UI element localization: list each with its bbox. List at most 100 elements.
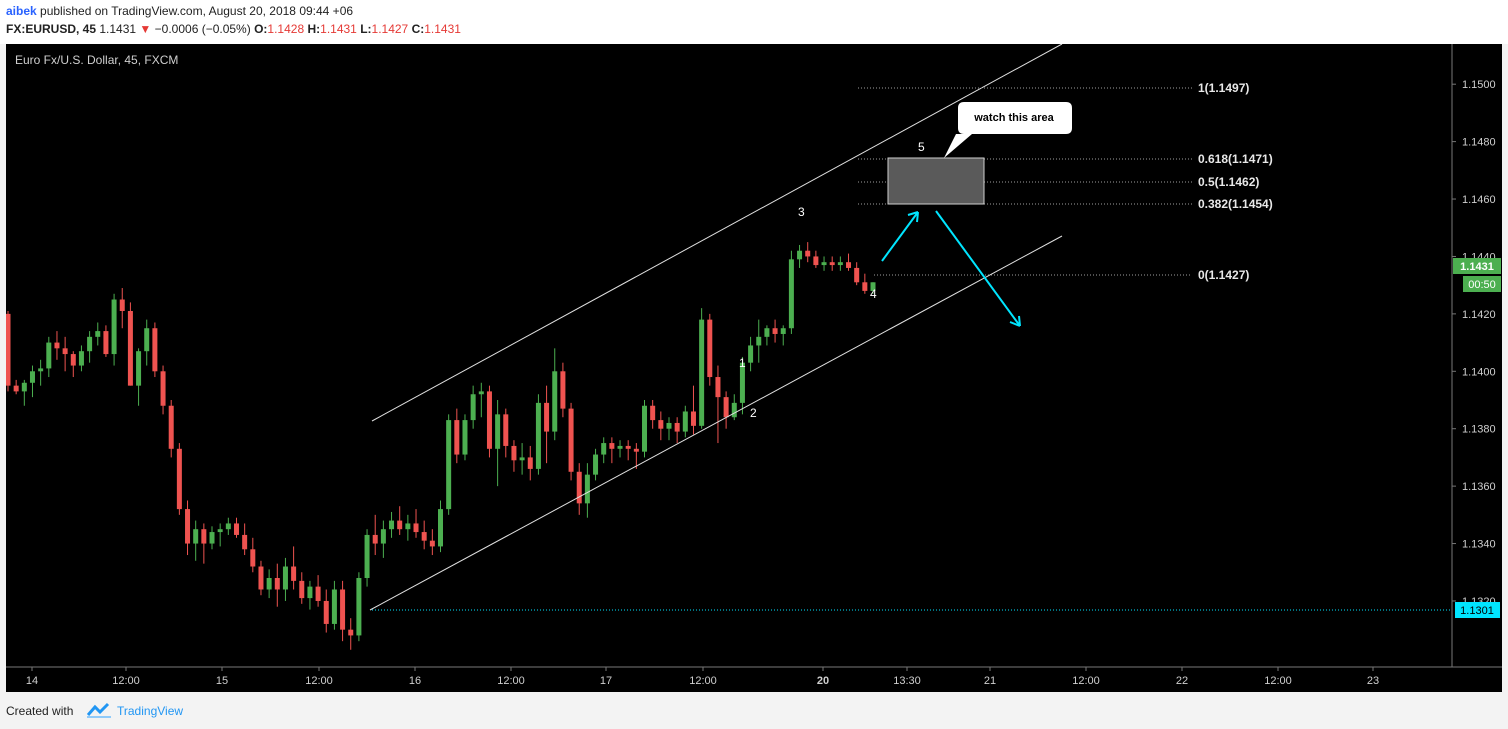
fib-level-label: 1(1.1497)	[1198, 81, 1249, 95]
candle-body	[748, 345, 754, 363]
candle-body	[103, 331, 109, 355]
candle-body	[152, 328, 158, 372]
candle-body	[250, 549, 256, 567]
candle-body	[560, 371, 566, 409]
candle-body	[258, 566, 264, 590]
candle-body	[568, 408, 574, 472]
fib-level-label: 0.618(1.1471)	[1198, 152, 1273, 166]
candle-body	[527, 457, 533, 469]
chart-canvas[interactable]: 1.13201.13401.13601.13801.14001.14201.14…	[6, 44, 1502, 692]
candle-body	[185, 509, 191, 544]
candle-body	[584, 474, 590, 504]
candle-body	[633, 448, 639, 452]
y-tick-label: 1.1340	[1462, 539, 1496, 551]
candle-body	[78, 351, 84, 366]
candle-body	[837, 262, 843, 266]
last-price: 1.1431	[99, 22, 137, 36]
candle-body	[519, 457, 525, 461]
candle-body	[168, 405, 174, 449]
low-value: 1.1427	[371, 22, 409, 36]
y-tick-label: 1.1400	[1462, 366, 1496, 378]
candle-body	[552, 371, 558, 432]
candle-body	[217, 529, 223, 533]
candle-body	[854, 267, 860, 283]
footer: Created with TradingView	[0, 692, 1508, 729]
x-tick-label: 12:00	[689, 675, 717, 687]
candle-body	[829, 262, 835, 266]
published-text: published on TradingView.com, August 20,…	[36, 4, 354, 18]
candle-body	[797, 250, 803, 260]
fib-level-label: 0.5(1.1462)	[1198, 175, 1259, 189]
close-label: C:	[411, 22, 425, 36]
candle-body	[242, 534, 248, 550]
candle-body	[788, 259, 794, 329]
candle-body	[862, 282, 868, 291]
candle-body	[690, 411, 696, 426]
candle-body	[13, 385, 19, 392]
candle-body	[46, 342, 52, 369]
candle-body	[446, 420, 452, 510]
fib-level-label: 0(1.1427)	[1198, 268, 1249, 282]
x-tick-label: 12:00	[497, 675, 525, 687]
candle-body	[225, 523, 231, 530]
wave-label: 2	[750, 406, 757, 420]
candle-body	[356, 578, 362, 636]
y-tick-label: 1.1480	[1462, 137, 1496, 149]
candle-body	[233, 523, 239, 535]
candle-body	[462, 420, 468, 455]
candle-body	[62, 348, 68, 355]
open-label: O:	[254, 22, 268, 36]
candle-body	[593, 454, 599, 475]
candle-body	[495, 414, 501, 449]
candle-body	[380, 529, 386, 544]
candle-body	[405, 523, 411, 530]
candle-body	[70, 354, 76, 366]
chart-area[interactable]: 1.1320 1.1340 1.1360 1.1380 1.1400 1.1420 1.14…	[6, 44, 1502, 692]
candle-body	[95, 331, 101, 337]
candle-body	[821, 262, 827, 266]
candle-body	[348, 629, 354, 636]
candle-body	[209, 532, 215, 544]
x-tick-label: 22	[1176, 675, 1188, 687]
candle-body	[438, 509, 443, 547]
candle-body	[111, 299, 117, 355]
candle-body	[625, 445, 631, 449]
author-link[interactable]: aibek	[6, 4, 37, 18]
candle-body	[756, 336, 762, 346]
candle-body	[282, 566, 288, 590]
candle-body	[609, 443, 615, 449]
publish-line: aibek published on TradingView.com, Augu…	[6, 4, 353, 18]
candle-body	[389, 520, 395, 530]
candle-body	[715, 377, 721, 398]
candle-body	[54, 342, 60, 349]
wave-label: 4	[870, 287, 877, 301]
channel-lower-line	[369, 235, 1063, 611]
down-projection-arrow	[935, 210, 1021, 327]
y-tick-label: 1.1440	[1462, 251, 1496, 263]
x-tick-label: 14	[26, 675, 38, 687]
candle-body	[413, 523, 419, 533]
last-price-tag-label: 1.1431	[1460, 261, 1494, 273]
candle-body	[364, 534, 370, 578]
y-tick-label: 1.1460	[1462, 194, 1496, 206]
wave-label: 1	[739, 356, 746, 370]
candle-body	[658, 420, 664, 429]
candle-body	[127, 311, 133, 386]
candle-body	[805, 250, 811, 257]
candle-body	[21, 382, 27, 392]
x-tick-label: 21	[984, 675, 996, 687]
down-arrow-head-icon	[1009, 315, 1021, 327]
tradingview-link[interactable]: TradingView	[117, 704, 184, 718]
candle-body	[201, 529, 207, 544]
x-tick-label: 12:00	[1264, 675, 1292, 687]
candle-body	[38, 368, 44, 372]
candle-body	[674, 422, 680, 432]
callout-bubble	[944, 102, 1072, 158]
last-price-tag	[1453, 258, 1501, 274]
candle-body	[642, 405, 648, 452]
candle-body	[617, 445, 623, 449]
candle-body	[372, 534, 378, 544]
low-price-label: 1.1301	[1460, 605, 1494, 617]
candle-body	[813, 256, 819, 266]
candle-body	[739, 362, 745, 403]
